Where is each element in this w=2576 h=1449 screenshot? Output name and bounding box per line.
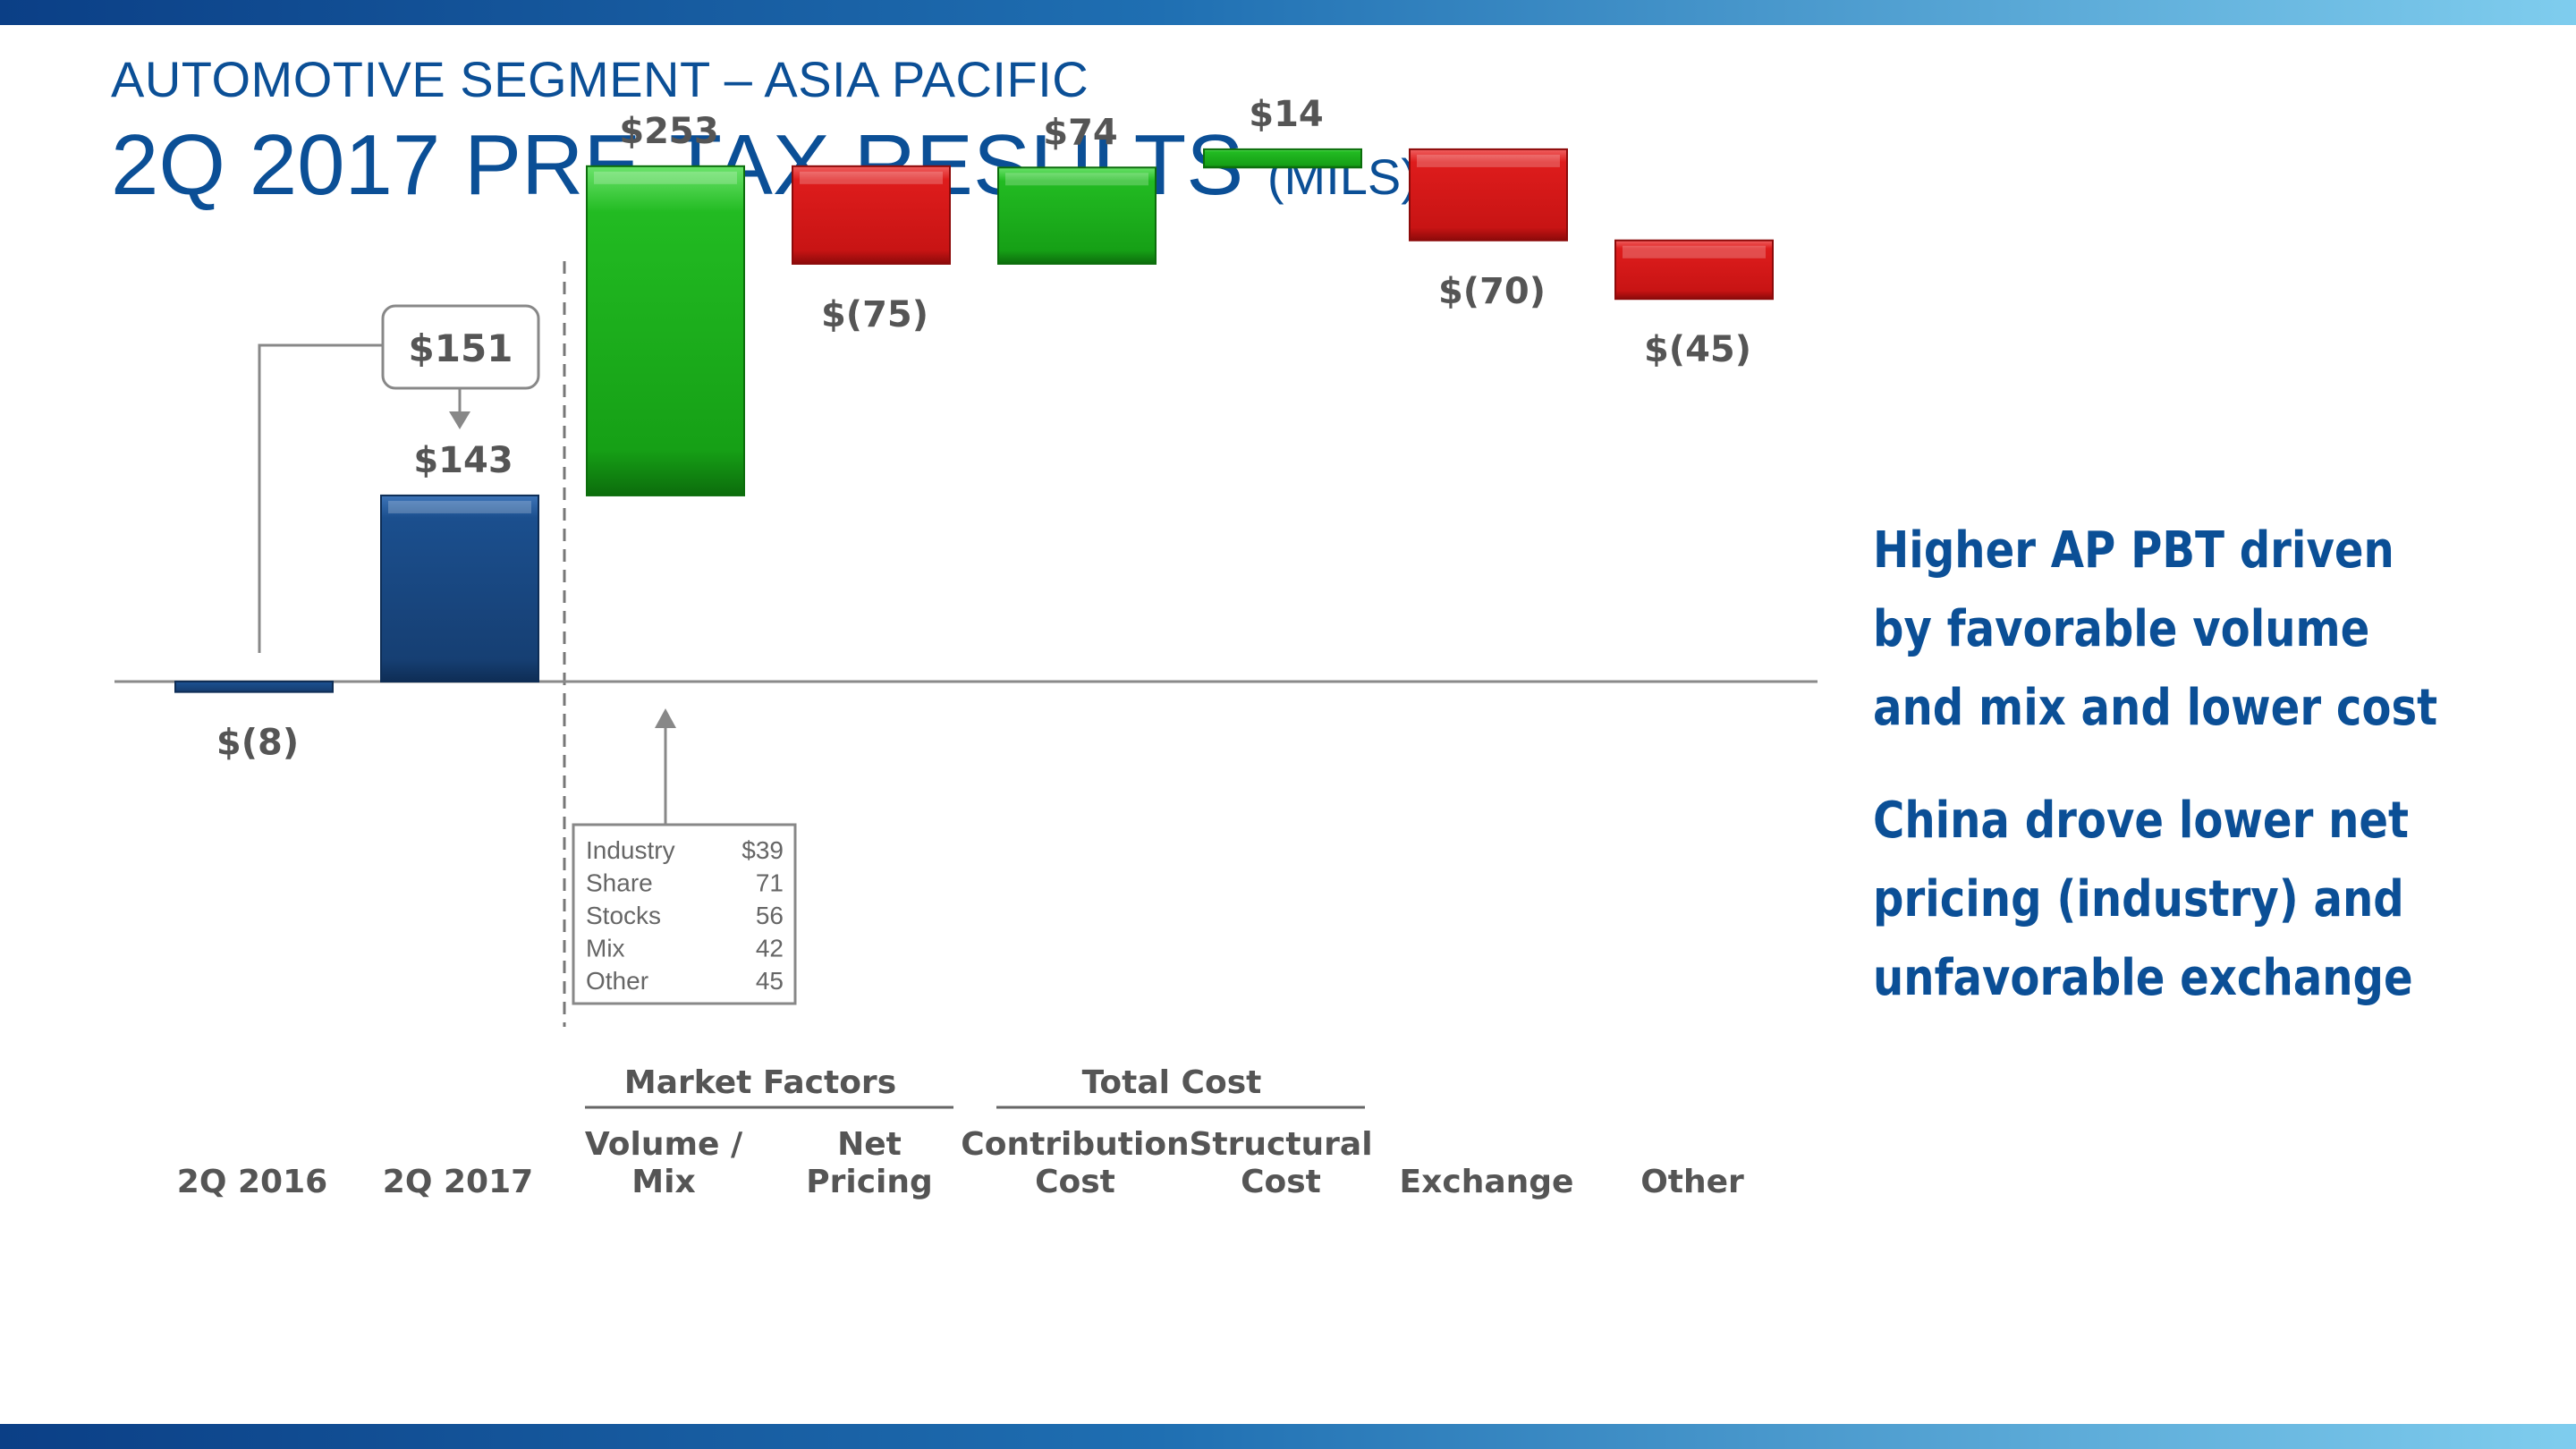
bar-3 <box>792 165 951 265</box>
bar-0 <box>174 681 334 693</box>
breakdown-arrow-head <box>655 708 676 728</box>
category-label-3-0: Net <box>837 1126 902 1163</box>
category-label-5-1: Cost <box>1241 1164 1321 1200</box>
breakdown-row-label-2: Stocks <box>586 902 661 929</box>
breakdown-table <box>572 823 797 1005</box>
bar-6-highlight <box>1417 154 1560 167</box>
bar-7-highlight <box>1623 245 1766 258</box>
breakdown-row-value-2: 56 <box>756 902 784 929</box>
callout-connector <box>258 343 383 653</box>
bar-2 <box>586 165 745 496</box>
breakdown-row-label-3: Mix <box>586 935 625 962</box>
group-label-0: Market Factors <box>624 1064 896 1101</box>
slide-subtitle: AUTOMOTIVE SEGMENT – ASIA PACIFIC <box>111 51 1089 107</box>
bar-3-highlight <box>800 171 943 184</box>
bar-1 <box>380 494 539 682</box>
category-label-6-0: Exchange <box>1400 1164 1574 1200</box>
category-label-3-1: Pricing <box>806 1164 933 1200</box>
breakdown-row-value-4: 45 <box>756 967 784 995</box>
group-label-1: Total Cost <box>1082 1064 1262 1101</box>
callout-label: $151 <box>409 326 513 370</box>
value-label-3: $(75) <box>821 294 928 335</box>
category-label-5-0: Structural <box>1189 1126 1372 1163</box>
top-accent-bar <box>0 0 2576 25</box>
category-label-1-0: 2Q 2017 <box>383 1164 533 1200</box>
value-label-4: $74 <box>1043 112 1118 153</box>
commentary-point-2: China drove lower net pricing (industry)… <box>1873 792 2413 1007</box>
category-label-2-1: Mix <box>631 1164 695 1200</box>
category-label-0-0: 2Q 2016 <box>177 1164 327 1200</box>
callout-arrow-head <box>449 411 470 429</box>
commentary-panel: Higher AP PBT driven by favorable volume… <box>1873 512 2442 1052</box>
commentary-point-1: Higher AP PBT driven by favorable volume… <box>1873 521 2438 737</box>
breakdown-row-label-4: Other <box>586 967 648 995</box>
bottom-accent-bar <box>0 1424 2576 1449</box>
bar-1-highlight <box>388 500 531 513</box>
breakdown-row-label-1: Share <box>586 869 653 897</box>
value-label-1: $143 <box>413 440 513 481</box>
category-label-4-1: Cost <box>1035 1164 1115 1200</box>
category-label-7-0: Other <box>1640 1164 1744 1200</box>
bar-4-highlight <box>1005 173 1148 186</box>
breakdown-row-value-0: $39 <box>741 836 784 864</box>
bar-7 <box>1614 239 1774 301</box>
breakdown-row-label-0: Industry <box>586 836 675 864</box>
bar-4 <box>997 166 1157 265</box>
value-label-6: $(70) <box>1438 271 1546 312</box>
breakdown-row-value-1: 71 <box>756 869 784 897</box>
bar-2-highlight <box>594 171 737 184</box>
value-label-7: $(45) <box>1644 329 1751 370</box>
category-label-4-0: Contribution <box>961 1126 1189 1163</box>
value-label-0: $(8) <box>216 723 299 764</box>
value-label-5: $14 <box>1249 94 1324 135</box>
category-label-2-0: Volume / <box>585 1126 743 1163</box>
bar-6 <box>1409 148 1568 242</box>
breakdown-row-value-3: 42 <box>756 935 784 962</box>
value-label-2: $253 <box>619 111 718 152</box>
bar-5 <box>1203 148 1362 169</box>
